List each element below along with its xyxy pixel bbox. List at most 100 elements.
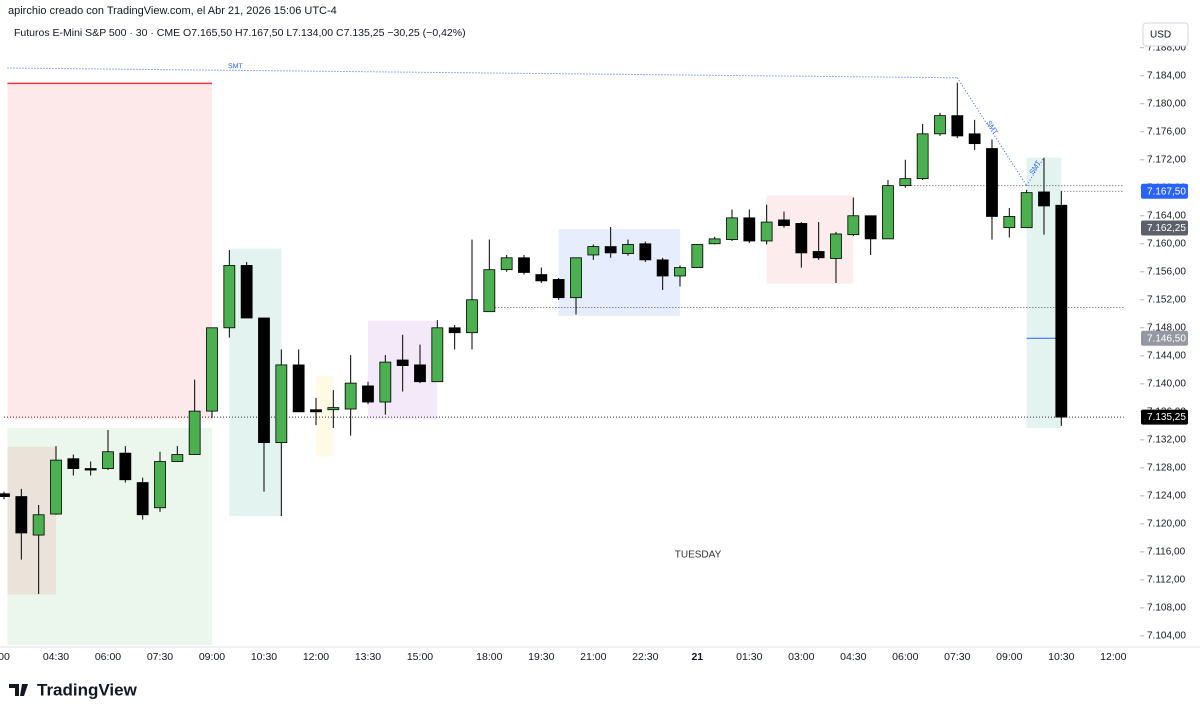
candle-body [154,461,166,509]
x-tick-label: 09:00 [996,651,1022,663]
brand: TradingView [37,680,138,699]
x-tick-label: 04:30 [840,651,866,663]
currency-box[interactable] [1142,22,1189,47]
candle-body [206,327,218,412]
candle-body [102,451,114,469]
y-tick-label: 7.128,00 [1147,462,1186,473]
candle-body [275,364,288,444]
candle-body [535,274,548,282]
x-tick-label: 07:30 [944,651,970,663]
day-label: TUESDAY [675,550,722,561]
x-tick-label: 09:00 [199,651,225,663]
candle-body [812,251,825,259]
y-tick-label: 7.164,00 [1147,210,1186,221]
x-tick-label: 21 [691,651,703,663]
candle-body [466,299,478,334]
y-tick-label: 7.160,00 [1147,238,1186,249]
candle-body [570,257,582,299]
candle-body [136,482,149,516]
y-tick-label: 7.148,00 [1147,322,1186,333]
y-tick-label: 7.112,00 [1147,575,1186,586]
candle-body [327,407,340,411]
candle-body [656,259,669,277]
smt-line [7,67,958,79]
x-tick-label: 12:00 [1100,651,1126,663]
candle-body [916,133,929,180]
candle-body [500,257,513,271]
price-tag [1141,220,1188,236]
candle-body [67,458,80,469]
y-tick-label: 7.152,00 [1147,294,1186,305]
candle-body [708,238,721,245]
price-tag [1141,409,1188,425]
candle-body [240,265,253,319]
candle-body [32,514,45,536]
candle-body [847,215,860,236]
smt-label: SMT [985,120,999,137]
candle-body [188,410,201,455]
candle-body [1003,216,1016,229]
x-tick-label: 21:00 [580,651,606,663]
candle-body [431,327,444,383]
candle-body [414,364,426,383]
brand-logo [9,684,28,696]
header-credit: apirchio creado con TradingView.com, el … [8,5,337,17]
y-tick-label: 7.176,00 [1147,126,1186,137]
x-tick-label: 19:30 [528,651,554,663]
smt-line [956,77,1028,186]
zone [7,83,212,420]
candle-body [0,493,10,497]
candle-body [760,221,773,242]
x-tick-label: 03:00 [788,651,814,663]
y-tick-label: 7.172,00 [1147,154,1186,165]
candle-body [310,409,322,413]
candle-body [622,244,634,254]
candle-body [934,115,946,135]
candle-body [674,267,686,277]
x-tick-label: 13:30 [355,651,381,663]
x-tick-label: 18:00 [476,651,502,663]
y-tick-label: 7.108,00 [1147,603,1186,614]
candle-body [15,496,28,534]
candle-body [726,217,738,240]
zone [229,248,282,517]
candle-body [951,115,964,137]
y-tick-label: 7.104,00 [1147,631,1186,642]
candle-body [864,215,877,240]
candle-body [552,279,565,299]
x-tick-label: 15:00 [407,651,433,663]
price-tag-label: 7.162,25 [1147,223,1186,234]
y-tick-label: 7.144,00 [1147,350,1186,361]
candle-body [778,219,790,226]
candle-body [587,246,600,256]
price-tag [1141,330,1188,346]
candle-body [1020,192,1033,229]
x-tick-label: 04:30 [43,651,69,663]
x-tick-label: 07:30 [147,651,173,663]
candle-body [795,223,808,254]
candle-body [171,454,184,462]
candle-body [691,244,704,268]
y-tick-label: 7.140,00 [1147,378,1186,389]
candle-body [1055,204,1068,418]
y-tick-label: 7.156,00 [1147,266,1186,277]
price-tag-label: 7.135,25 [1147,412,1186,423]
price-tag-label: 7.167,50 [1147,186,1186,197]
candle-body [344,382,357,410]
price-tag [1141,183,1188,199]
candle-body [84,468,97,471]
zone [7,446,56,595]
candle-body [483,269,496,313]
smt-line [1026,157,1045,186]
y-tick-label: 7.116,00 [1147,547,1186,558]
candle-body [292,364,305,413]
candle-body [639,243,652,261]
candle-body [50,459,62,515]
candle-body [1038,191,1050,207]
candle-body [518,257,530,273]
currency[interactable]: USD [1150,30,1171,41]
candle-body [396,359,409,367]
candle-body [379,361,392,403]
